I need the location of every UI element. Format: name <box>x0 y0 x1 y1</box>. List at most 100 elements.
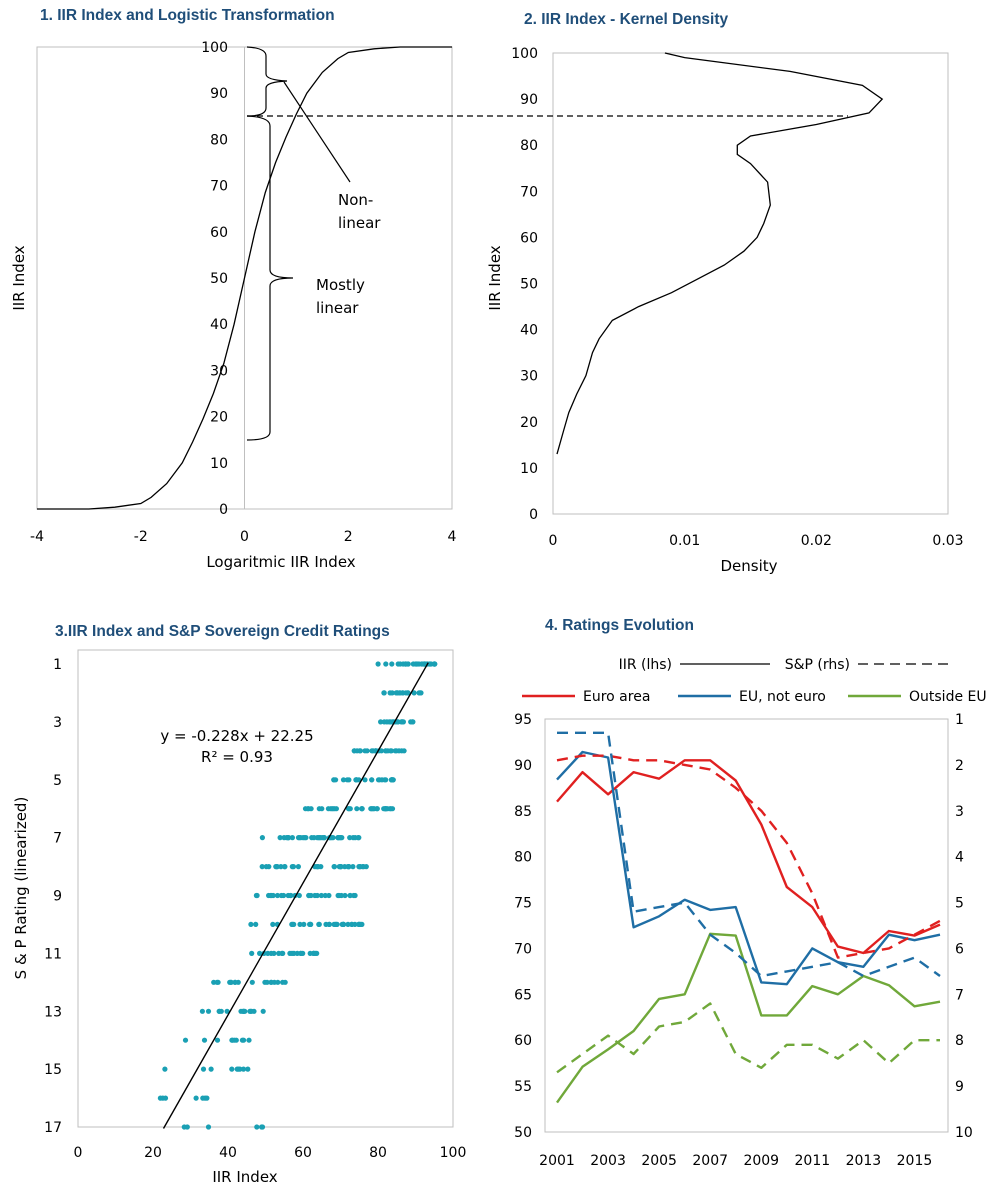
panel3-data-point <box>266 864 272 870</box>
panel3-x-axis-label: IIR Index <box>212 1168 277 1186</box>
panel3-data-point <box>262 979 268 985</box>
panel3-data-point <box>386 719 392 725</box>
panel1-x-tick-label: -2 <box>134 529 148 545</box>
panel3-data-point <box>291 950 297 957</box>
panel4-legend-series-label: EU, not euro <box>739 689 826 705</box>
panel3-data-point <box>205 1124 212 1130</box>
panel3-y-tick-label: 15 <box>44 1062 62 1078</box>
panel3-data-point <box>389 661 395 667</box>
panel4-left-tick-label: 90 <box>514 758 532 774</box>
panel3-data-point <box>308 892 314 899</box>
panel3-y-tick-label: 17 <box>44 1120 62 1136</box>
panel3-data-point <box>350 864 356 870</box>
panel2-x-tick-label: 0.03 <box>932 533 963 549</box>
panel1-title: 1. IIR Index and Logistic Transformation <box>40 7 335 24</box>
panel4-right-tick-label: 10 <box>955 1125 973 1141</box>
panel3-data-point <box>201 1037 208 1043</box>
panel4-x-tick-label: 2009 <box>743 1153 779 1169</box>
panel3-data-point <box>271 979 277 985</box>
panel3-x-tick-label: 60 <box>294 1145 312 1161</box>
panel1-y-tick-label: 100 <box>201 40 228 56</box>
panel3-data-point <box>281 835 287 841</box>
panel4-x-tick-label: 2011 <box>795 1153 831 1169</box>
panel1-y-tick-label: 20 <box>210 410 228 426</box>
panel3-trendline <box>162 662 429 1129</box>
panel3-data-point <box>342 864 348 870</box>
panel4-left-tick-label: 55 <box>514 1079 532 1095</box>
panel3-y-tick-label: 11 <box>44 946 62 962</box>
panel4-series-line-sp-outside-eu <box>556 1002 940 1074</box>
panel3-data-point <box>224 1008 230 1014</box>
panel3-data-point <box>270 892 276 899</box>
panel2-x-tick-label: 0.02 <box>801 533 832 549</box>
panel4-series-line-sp-eu-not-euro <box>557 731 941 978</box>
panel3-data-point <box>337 864 344 870</box>
panel3-data-point <box>288 892 294 899</box>
panel1-y-tick-label: 60 <box>210 225 228 241</box>
panel3-data-point <box>353 777 359 783</box>
panel3-data-point <box>274 864 280 870</box>
panel1-annotation-linear: Mostly <box>316 276 365 294</box>
panel1-brace-nonlinear <box>246 46 288 117</box>
panel2-x-tick-label: 0.01 <box>669 533 700 549</box>
panel1-y-tick-label: 50 <box>210 271 228 287</box>
panel3-data-point <box>259 1124 265 1130</box>
panel4-x-tick-label: 2003 <box>590 1153 626 1169</box>
panel3-x-tick-label: 100 <box>440 1145 467 1161</box>
panel4-right-tick-label: 4 <box>955 850 964 866</box>
panel3-data-point <box>345 921 351 928</box>
panel3-data-point <box>320 835 326 841</box>
panel3-data-point <box>200 1066 207 1072</box>
panel3-data-point <box>416 661 422 667</box>
panel3-data-point <box>249 979 255 985</box>
panel3-data-point <box>303 835 309 841</box>
panel1-y-tick-label: 70 <box>210 179 228 195</box>
panel2-title: 2. IIR Index - Kernel Density <box>524 11 729 28</box>
panel1-annotation-linear: linear <box>316 299 359 317</box>
panel4-right-tick-label: 6 <box>955 941 964 957</box>
panel3-x-tick-label: 40 <box>219 1145 237 1161</box>
panel3-data-point <box>347 892 353 899</box>
panel3-data-point <box>331 864 338 870</box>
panel3-data-point <box>193 1095 199 1101</box>
panel3-data-point <box>301 921 307 928</box>
panel3-data-point <box>357 748 363 754</box>
panel1-y-axis-label: IIR Index <box>10 245 28 310</box>
panel4-left-tick-label: 70 <box>514 941 532 957</box>
panel3-data-point <box>199 1008 205 1014</box>
panel3-data-point <box>254 892 260 899</box>
panel4-x-tick-label: 2007 <box>692 1153 728 1169</box>
panel3-data-point <box>259 835 265 841</box>
panel4-legend-sp-label: S&P (rhs) <box>785 657 850 673</box>
panel3-data-point <box>428 661 434 667</box>
panel3-data-point <box>268 950 274 957</box>
panel3-data-point <box>403 661 409 667</box>
panel3-data-point <box>335 892 341 899</box>
panel3-data-point <box>157 1095 163 1101</box>
panel3-data-point <box>401 748 407 754</box>
panel3-data-point <box>162 1066 168 1072</box>
panel3-y-tick-label: 13 <box>44 1004 62 1020</box>
panel2-y-tick-label: 100 <box>511 46 538 62</box>
panel3-data-point <box>234 1066 240 1072</box>
panel4-series-line-iir-outside-eu <box>556 932 941 1104</box>
panel3-data-point <box>314 864 320 870</box>
panel2-y-tick-label: 60 <box>520 230 538 246</box>
panel3-data-point <box>342 892 348 899</box>
panel3-data-point <box>282 864 288 870</box>
panel3-data-point <box>200 1095 206 1101</box>
panel4-legend-series-label: Outside EU <box>909 689 987 705</box>
panel3-data-point <box>312 892 318 899</box>
panel3-data-point <box>389 690 395 696</box>
panel1-x-tick-label: 0 <box>240 529 249 545</box>
panel3-data-point <box>254 1124 260 1130</box>
panel2-y-tick-label: 10 <box>520 461 538 477</box>
panel3-data-point <box>297 921 303 928</box>
panel3-data-point <box>376 777 383 783</box>
panel3-data-point <box>260 1008 266 1014</box>
panel3-x-tick-label: 20 <box>144 1145 162 1161</box>
panel4-left-tick-label: 65 <box>514 987 532 1003</box>
panel3-data-point <box>399 719 405 725</box>
panel3-data-point <box>335 835 341 841</box>
panel3-data-point <box>214 1037 221 1043</box>
